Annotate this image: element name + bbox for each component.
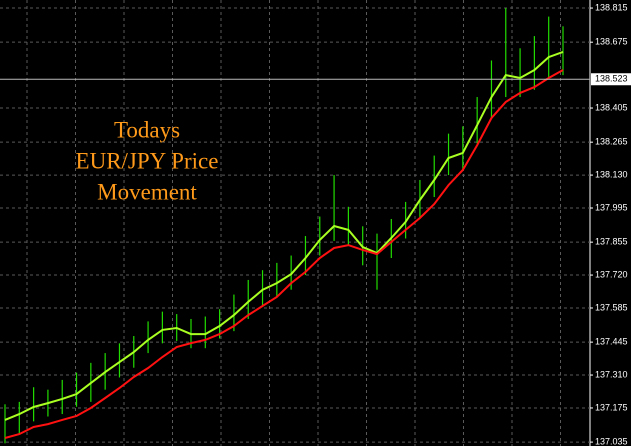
y-tick-label: 137.585 [595,302,628,312]
chart-title: Movement [97,179,197,204]
y-tick-label: 137.855 [595,237,628,247]
y-tick-label: 138.265 [595,137,628,147]
y-tick-label: 138.675 [595,37,628,47]
y-tick-label: 137.175 [595,402,628,412]
vertical-grid [26,0,561,446]
y-tick-label: 137.035 [595,436,628,446]
last-price-box [591,73,631,86]
y-tick-label: 138.405 [595,102,628,112]
chart-title: EUR/JPY Price [76,148,219,173]
y-tick-label: 137.445 [595,336,628,346]
moving-average [4,50,564,421]
y-tick-label: 138.815 [595,2,628,12]
last-price-label: 138.523 [595,74,628,84]
moving-average [4,69,564,439]
y-tick-label: 138.130 [595,169,628,179]
y-tick-label: 137.995 [595,202,628,212]
y-tick-label: 137.720 [595,269,628,279]
y-tick-label: 137.310 [595,369,628,379]
chart-title: Todays [114,117,180,142]
